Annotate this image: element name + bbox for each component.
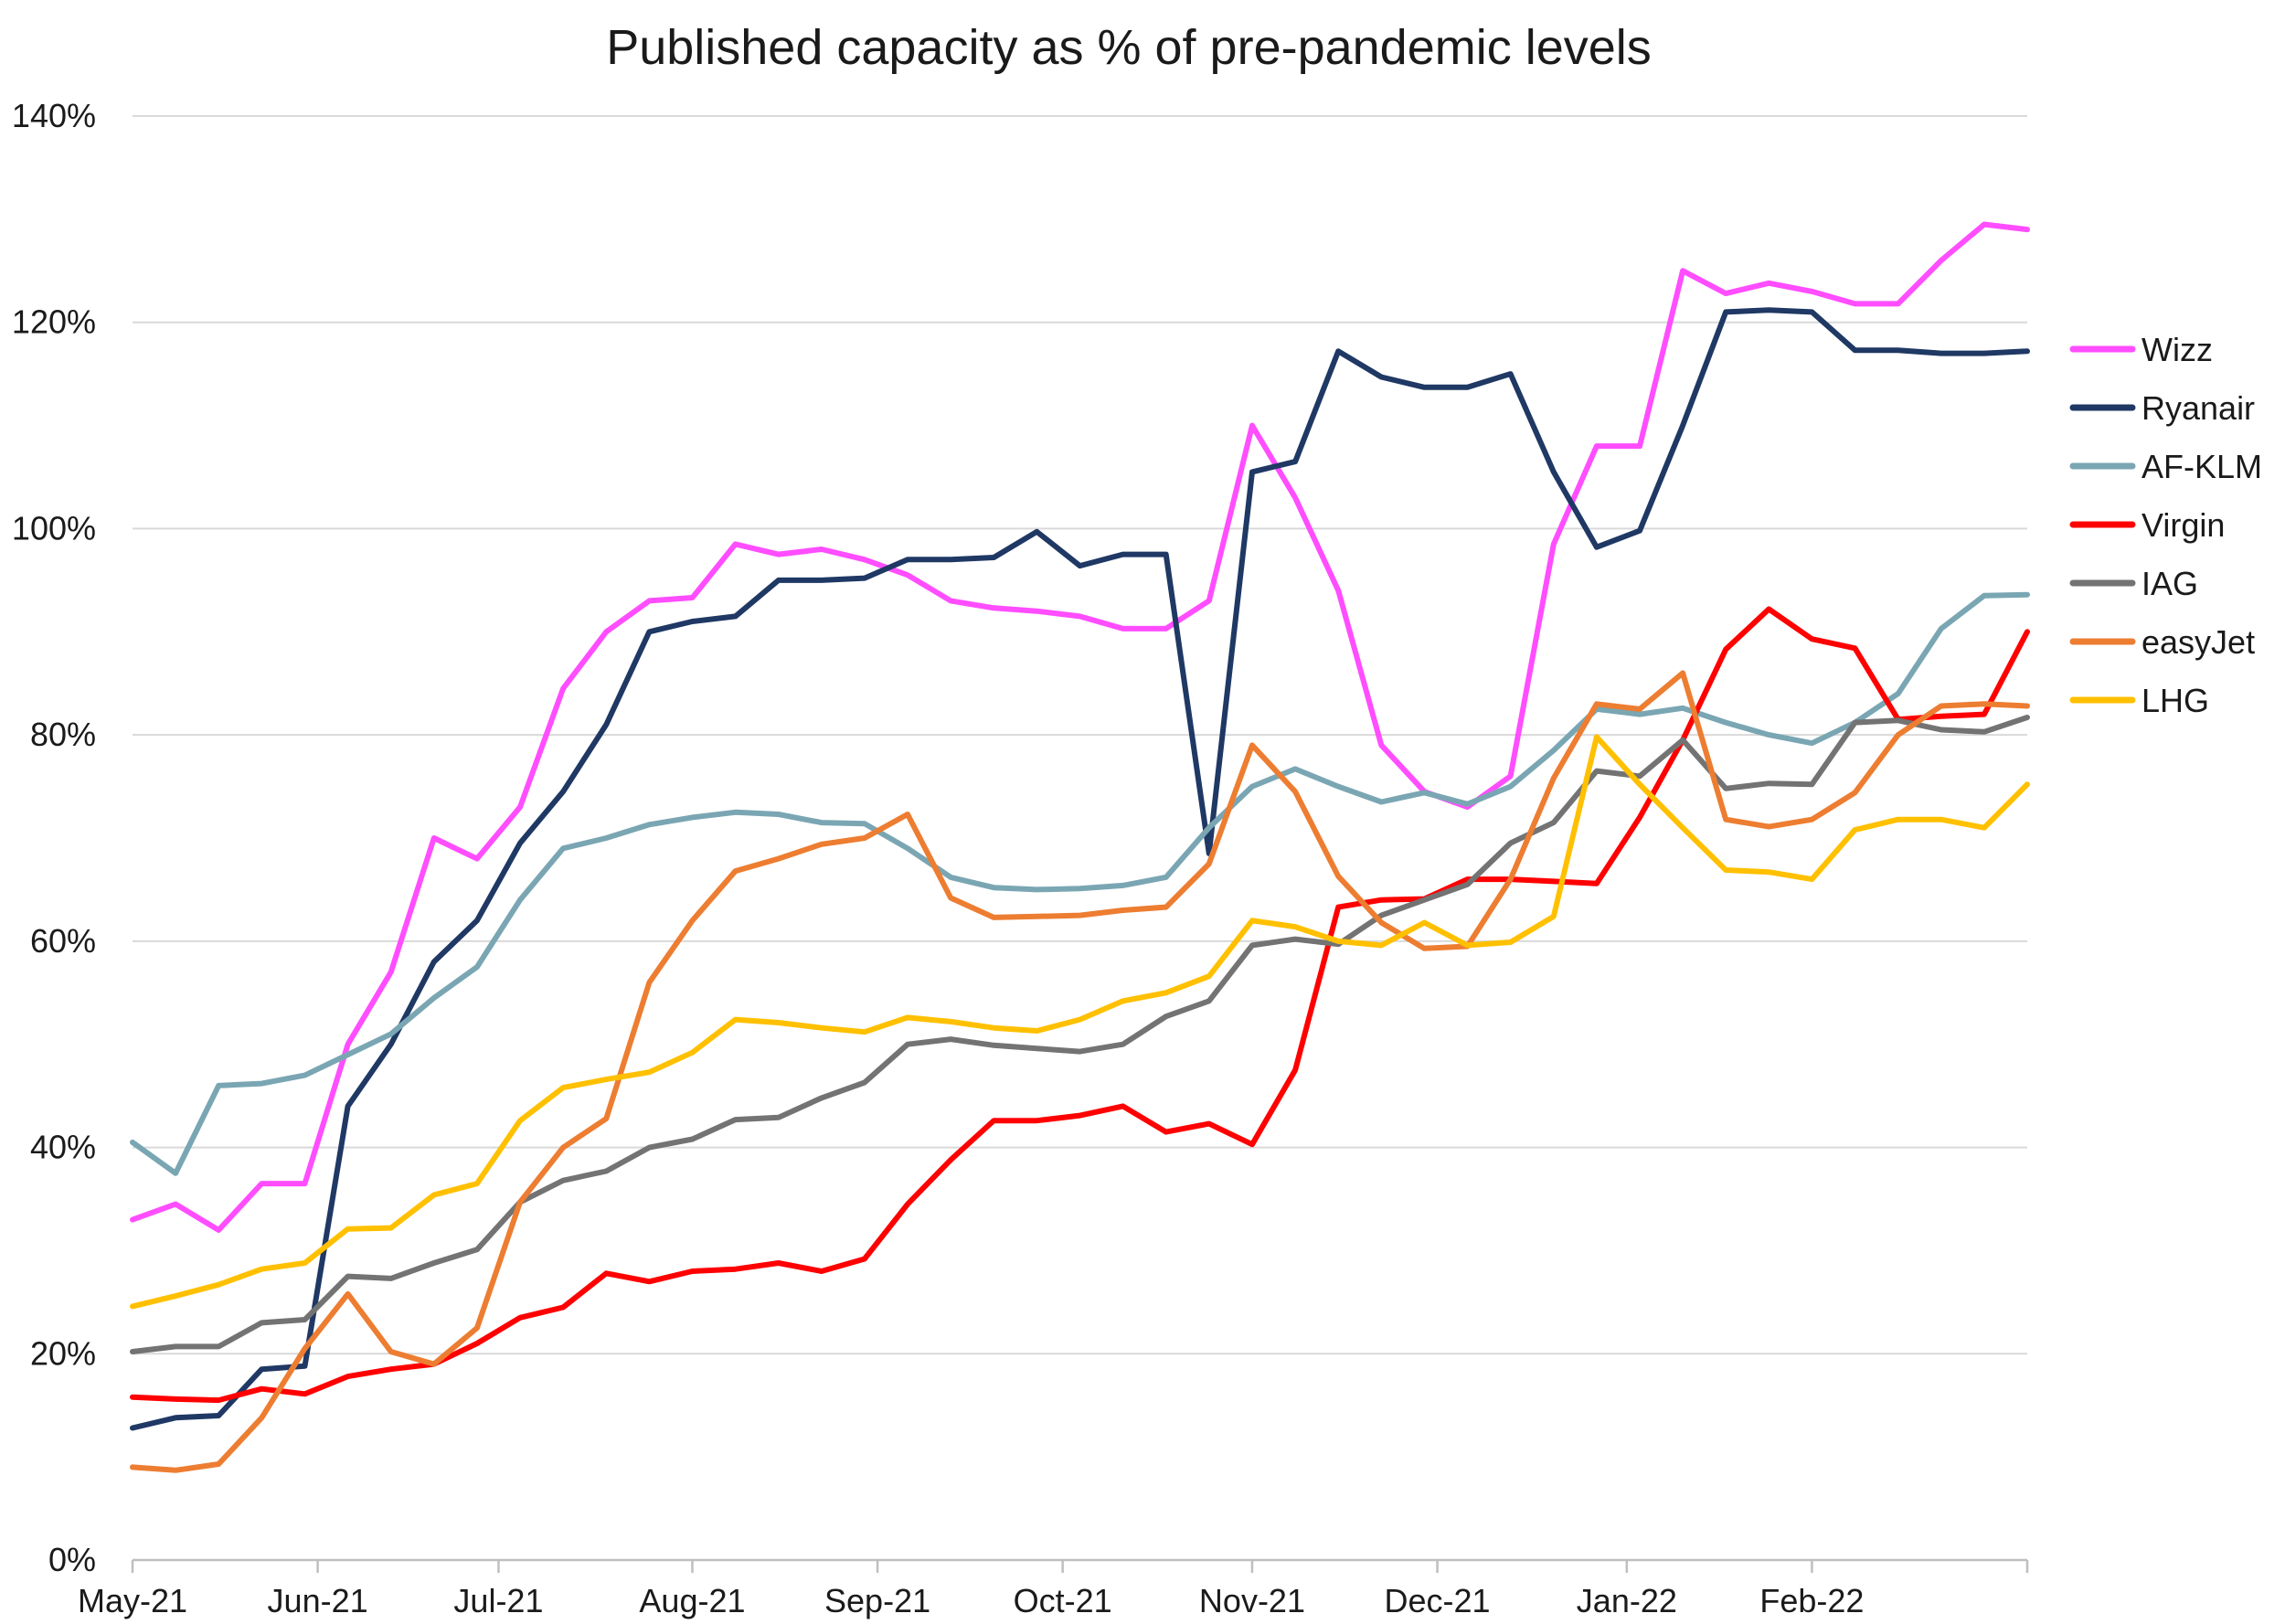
x-tick-label: May-21	[78, 1582, 187, 1619]
y-tick-label: 0%	[48, 1541, 96, 1578]
legend-label: Wizz	[2142, 331, 2213, 368]
y-axis: 0% 20% 40% 60% 80% 100% 120% 140%	[12, 97, 96, 1578]
x-tick-label: Dec-21	[1385, 1582, 1491, 1619]
legend-item-af-klm: AF-KLM	[2069, 448, 2262, 485]
legend-item-iag: IAG	[2069, 565, 2198, 602]
legend-label: IAG	[2142, 565, 2198, 602]
x-tick-label: Aug-21	[639, 1582, 745, 1619]
chart-title: Published capacity as % of pre-pandemic …	[606, 20, 1652, 75]
series-line-iag	[130, 715, 2030, 1354]
x-tick-label: Nov-21	[1199, 1582, 1305, 1619]
legend-item-lhg: LHG	[2069, 682, 2209, 719]
x-tick-label: Jan-22	[1577, 1582, 1677, 1619]
series-line-virgin	[130, 606, 2030, 1404]
x-tick-label: Jul-21	[453, 1582, 543, 1619]
series-line-ryanair	[130, 307, 2030, 1431]
y-tick-label: 40%	[30, 1129, 96, 1166]
series-line-af-klm	[130, 591, 2030, 1176]
legend-item-ryanair: Ryanair	[2069, 389, 2255, 427]
y-tick-label: 80%	[30, 716, 96, 753]
legend-item-virgin: Virgin	[2069, 506, 2225, 544]
series-lines	[130, 221, 2030, 1473]
series-line-wizz	[130, 221, 2030, 1233]
legend-label: Virgin	[2142, 506, 2225, 544]
x-tick-label: Sep-21	[824, 1582, 930, 1619]
x-tick-label: Feb-22	[1759, 1582, 1864, 1619]
series-line-easyjet	[130, 670, 2030, 1473]
y-tick-label: 60%	[30, 922, 96, 960]
x-tick-label: Oct-21	[1014, 1582, 1112, 1619]
y-tick-label: 120%	[12, 303, 96, 341]
legend-label: Ryanair	[2142, 389, 2255, 427]
series-line-lhg	[130, 734, 2030, 1310]
legend-label: easyJet	[2142, 623, 2255, 661]
y-tick-label: 100%	[12, 509, 96, 547]
grid	[133, 115, 2027, 1355]
y-tick-label: 140%	[12, 97, 96, 134]
x-tick-label: Jun-21	[268, 1582, 368, 1619]
legend-item-easyjet: easyJet	[2069, 623, 2255, 661]
x-axis: May-21 Jun-21 Jul-21 Aug-21 Sep-21 Oct-21 Nov-…	[78, 1558, 2029, 1619]
legend: Wizz Ryanair AF-KLM Virgin IAG easyJet LHG	[2069, 331, 2262, 719]
legend-label: LHG	[2142, 682, 2209, 719]
y-tick-label: 20%	[30, 1334, 96, 1372]
legend-label: AF-KLM	[2142, 448, 2262, 485]
legend-item-wizz: Wizz	[2069, 331, 2213, 368]
